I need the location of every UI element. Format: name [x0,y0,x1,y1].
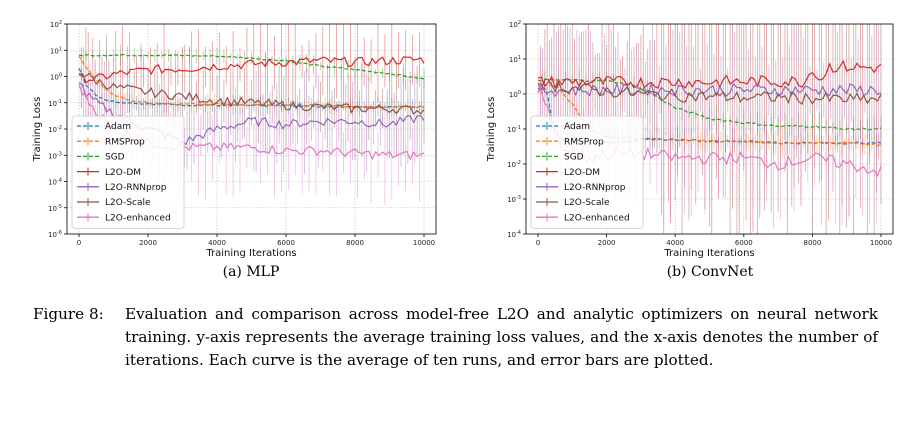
legend-label: L2O-Scale [564,198,610,208]
figure-caption: Figure 8: Evaluation and comparison acro… [33,303,878,372]
y-tick-label: 10-2 [48,125,62,134]
series-line-l2o-scale [537,78,882,105]
y-tick-label: 100 [50,73,62,82]
legend-box [71,115,185,229]
legend-label: L2O-enhanced [105,213,171,223]
x-tick-label: 10000 [413,239,435,247]
y-tick-label: 10-5 [48,204,62,213]
legend-label: L2O-DM [564,168,600,178]
y-tick-label: 102 [50,20,62,29]
legend-label: SGD [105,153,125,163]
y-tick-label: 10-2 [507,160,521,169]
y-tick-label: 10-3 [507,195,521,204]
caption-text: Evaluation and comparison across model-f… [125,305,878,369]
x-tick-label: 10000 [870,239,892,247]
x-tick-label: 4000 [666,239,684,247]
chart-panel-2: 10-4 10-3 10-2 10-1 100 101 102 0 2000 4000 6000 80… [486,20,894,280]
x-tick-label: 6000 [735,239,753,247]
x-tick-label: 0 [536,239,540,247]
legend-label: L2O-DM [105,168,141,178]
panel-subtitle: (b) ConvNet [667,264,754,280]
axes-frame [66,23,437,235]
legend: Adam RMSProp SGD L2O-DM L2O-RNNprop L2O-Scale… [71,115,185,229]
x-tick-label: 2000 [598,239,616,247]
figure-panels: 10-6 10-5 10-4 10-3 10-2 10-1 100 101 102 0 2000 40… [32,20,894,280]
legend-label: Adam [105,122,131,132]
x-tick-label: 8000 [346,239,364,247]
legend: Adam RMSProp SGD L2O-DM L2O-RNNprop L2O-Scale… [530,115,644,229]
legend-label: L2O-RNNprop [105,183,167,193]
legend-label: L2O-enhanced [564,213,630,223]
errorbars-l2o-scale [85,27,425,160]
data-layer [537,24,882,234]
series-line-sgd [78,53,425,80]
x-tick-label: 0 [77,239,81,247]
axes-frame [525,23,894,235]
legend-box [530,115,644,229]
errorbars-l2o-dm [80,24,420,126]
y-tick-label: 101 [50,46,62,55]
chart-panel-1: 10-6 10-5 10-4 10-3 10-2 10-1 100 101 102 0 2000 40… [32,20,437,280]
y-axis-label: Training Loss [486,97,497,163]
x-tick-label: 4000 [208,239,226,247]
series-line-l2o-scale [78,72,425,116]
legend-label: Adam [564,122,590,132]
y-tick-label: 10-3 [48,151,62,160]
y-tick-label: 10-6 [48,230,62,239]
legend-label: RMSProp [564,137,604,147]
y-tick-label: 10-4 [48,178,62,187]
x-axis-label: Training Iterations [205,248,296,259]
x-tick-label: 8000 [803,239,821,247]
y-tick-label: 102 [509,20,521,29]
series-line-l2o-dm [79,56,425,84]
y-tick-label: 100 [509,90,521,99]
panel-subtitle: (a) MLP [223,264,280,280]
caption-label: Figure 8: [33,305,104,323]
y-axis-label: Training Loss [32,97,43,163]
y-tick-label: 101 [509,55,521,64]
x-tick-label: 6000 [277,239,295,247]
legend-label: L2O-RNNprop [564,183,626,193]
y-tick-label: 10-1 [507,125,521,134]
y-tick-label: 10-4 [507,230,521,239]
x-tick-label: 2000 [139,239,157,247]
legend-label: RMSProp [105,137,145,147]
legend-label: L2O-Scale [105,198,151,208]
x-axis-label: Training Iterations [663,248,754,259]
legend-label: SGD [564,153,584,163]
y-tick-label: 10-1 [48,99,62,108]
